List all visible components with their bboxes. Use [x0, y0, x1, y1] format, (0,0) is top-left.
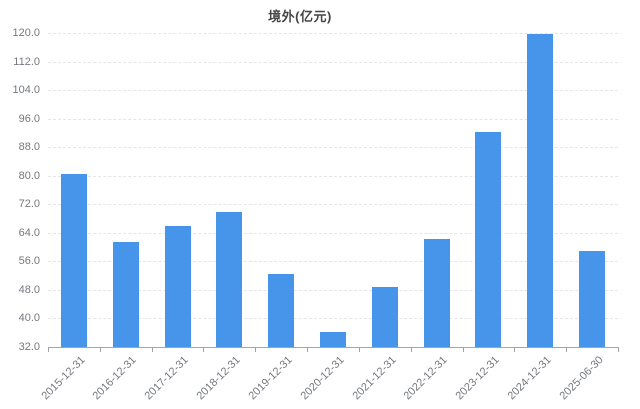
- y-axis-tick-label: 64.0: [18, 226, 40, 239]
- x-axis-tick-label: 2016-12-31: [90, 354, 140, 403]
- x-axis-tick-label: 2017-12-31: [142, 354, 192, 403]
- bar-2024-12-31[interactable]: [527, 34, 554, 347]
- y-axis-tick-label: 88.0: [18, 141, 40, 154]
- y-axis-tick-label: 104.0: [12, 84, 40, 97]
- x-axis-tick: [566, 347, 567, 352]
- gridline: [48, 261, 618, 263]
- y-axis-tick-label: 112.0: [13, 55, 40, 68]
- x-axis-tick-label: 2022-12-31: [401, 354, 451, 403]
- y-axis-tick-label: 56.0: [18, 255, 40, 268]
- bar-2025-06-30[interactable]: [579, 251, 606, 347]
- x-axis-tick: [514, 347, 515, 352]
- x-axis-tick-label: 2019-12-31: [246, 354, 295, 403]
- bar-2022-12-31[interactable]: [423, 239, 450, 347]
- y-axis-tick-label: 32.0: [18, 341, 40, 353]
- y-axis-tick-label: 72.0: [18, 198, 40, 211]
- gridline: [48, 204, 618, 206]
- y-axis-tick-label: 48.0: [18, 283, 40, 296]
- chart-title: 境外(亿元): [268, 9, 332, 24]
- x-axis-tick: [411, 347, 412, 352]
- x-axis-tick-label: 2018-12-31: [194, 354, 243, 403]
- gridline: [48, 90, 618, 92]
- y-axis-tick-label: 40.0: [18, 312, 40, 325]
- gridline: [48, 232, 618, 234]
- gridline: [48, 118, 618, 120]
- x-axis-tick-label: 2025-06-30: [557, 354, 606, 403]
- y-axis-tick-label: 96.0: [18, 112, 40, 125]
- x-axis-tick: [255, 347, 256, 352]
- x-axis-tick: [203, 347, 204, 352]
- x-axis-tick: [359, 347, 360, 352]
- gridline: [48, 147, 618, 149]
- bar-2018-12-31[interactable]: [216, 212, 243, 347]
- bar-2019-12-31[interactable]: [268, 274, 295, 347]
- bar-2017-12-31[interactable]: [164, 226, 191, 347]
- gridline: [48, 33, 618, 34]
- x-axis-tick-label: 2023-12-31: [453, 354, 502, 403]
- gridline: [48, 289, 618, 291]
- x-axis-tick: [463, 347, 464, 352]
- bar-2023-12-31[interactable]: [475, 132, 502, 347]
- y-axis-tick-label: 80.0: [18, 169, 40, 182]
- x-axis-tick: [618, 347, 619, 352]
- x-axis-tick: [152, 347, 153, 352]
- gridline: [48, 175, 618, 177]
- x-axis-tick-label: 2015-12-31: [39, 354, 88, 403]
- bar-2021-12-31[interactable]: [371, 287, 398, 347]
- bar-2016-12-31[interactable]: [112, 242, 139, 347]
- bar-2020-12-31[interactable]: [320, 331, 346, 347]
- gridline: [48, 61, 618, 63]
- gridline: [48, 318, 618, 320]
- x-axis-tick-label: 2024-12-31: [505, 354, 554, 403]
- x-axis-tick-label: 2021-12-31: [350, 354, 399, 403]
- x-axis-tick-label: 2020-12-31: [298, 354, 347, 403]
- plot-area: [48, 33, 619, 352]
- x-axis-tick: [48, 347, 49, 352]
- x-axis-tick: [307, 347, 308, 352]
- x-axis-tick: [100, 347, 101, 352]
- y-axis-tick-label: 120.0: [12, 27, 40, 39]
- bar-2015-12-31[interactable]: [60, 174, 87, 347]
